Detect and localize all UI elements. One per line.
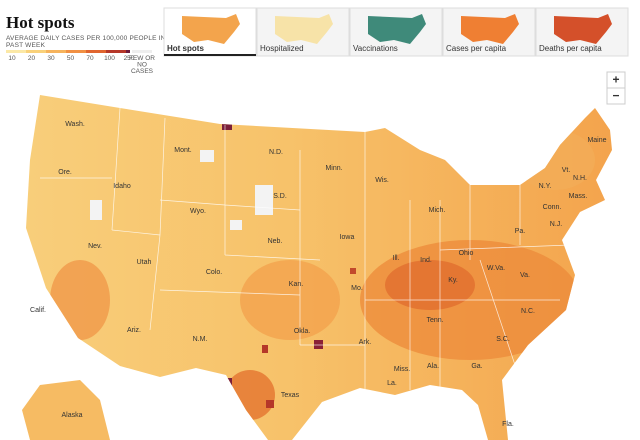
legend-tick: 30 — [47, 55, 55, 62]
tab-thumbnail — [275, 14, 333, 44]
state-label: Wyo. — [190, 208, 206, 215]
state-label: Alaska — [61, 412, 82, 419]
state-label: Fla. — [502, 421, 514, 428]
state-label: Miss. — [394, 366, 410, 373]
state-label: Mo. — [351, 285, 363, 292]
zoom-out[interactable]: − — [612, 89, 619, 103]
legend-none: NO — [137, 62, 147, 69]
state-label: N.H. — [573, 175, 587, 182]
zoom-in[interactable]: + — [612, 73, 619, 87]
tab[interactable] — [256, 7, 350, 57]
state-label: Pa. — [515, 228, 526, 235]
state-label: Ark. — [359, 339, 372, 346]
state-label: Wis. — [375, 177, 389, 184]
subtitle: AVERAGE DAILY CASES PER 100,000 PEOPLE I… — [6, 35, 166, 42]
tab-thumbnail — [368, 14, 426, 44]
state-label: S.D. — [273, 193, 287, 200]
state-label: Mont. — [174, 147, 192, 154]
tab-label[interactable]: Deaths per capita — [539, 44, 602, 53]
tab-label[interactable]: Hot spots — [167, 44, 204, 53]
state-label: Nev. — [88, 243, 102, 250]
state-label: Okla. — [294, 328, 310, 335]
state-label: Ohio — [459, 250, 474, 257]
legend-none: CASES — [131, 68, 154, 75]
state-label: N.M. — [193, 336, 208, 343]
state-label: Conn. — [543, 204, 562, 211]
tab-label[interactable]: Vaccinations — [353, 44, 398, 53]
legend-tick: 100 — [104, 55, 115, 62]
state-label: N.J. — [550, 221, 563, 228]
state-label: N.Y. — [539, 183, 552, 190]
legend-tick: 10 — [8, 55, 16, 62]
legend-tick: 70 — [86, 55, 94, 62]
state-label: Maine — [587, 137, 606, 144]
tab-thumbnail — [182, 14, 240, 44]
state-label: Idaho — [113, 183, 131, 190]
state-label: Calif. — [30, 307, 46, 314]
us-map — [26, 95, 612, 440]
legend-scale — [6, 50, 152, 53]
state-label: Ariz. — [127, 327, 141, 334]
state-label: Vt. — [562, 167, 571, 174]
state-label: Texas — [281, 392, 300, 399]
state-label: Mass. — [569, 193, 588, 200]
state-label: W.Va. — [487, 265, 505, 272]
legend-none: FEW OR — [129, 55, 155, 62]
state-label: Ky. — [448, 277, 458, 284]
legend-tick: 250 — [124, 55, 135, 62]
state-label: Wash. — [65, 121, 85, 128]
subtitle: PAST WEEK — [6, 42, 46, 49]
tab-thumbnail — [461, 14, 519, 44]
state-label: S.C. — [496, 336, 510, 343]
state-label: Ore. — [58, 169, 72, 176]
state-label: Ill. — [393, 255, 400, 262]
state-label: N.D. — [269, 149, 283, 156]
tab-thumbnail — [554, 14, 612, 44]
state-label: Ind. — [420, 257, 432, 264]
state-label: N.C. — [521, 308, 535, 315]
state-label: Va. — [520, 272, 530, 279]
title: Hot spots — [6, 13, 75, 32]
tab-underline — [164, 54, 256, 56]
state-label: Neb. — [268, 238, 283, 245]
alaska — [22, 380, 110, 440]
state-label: Mich. — [429, 207, 446, 214]
tab-label[interactable]: Hospitalized — [260, 44, 304, 53]
state-label: Utah — [137, 259, 152, 266]
state-label: Iowa — [340, 234, 355, 241]
state-label: Tenn. — [426, 317, 443, 324]
state-label: La. — [387, 380, 397, 387]
zoom-controls: + − — [606, 71, 626, 105]
state-label: Ala. — [427, 363, 439, 370]
state-label: Ga. — [471, 363, 482, 370]
legend-tick: 50 — [67, 55, 75, 62]
state-label: Kan. — [289, 281, 303, 288]
state-label: Colo. — [206, 269, 222, 276]
tab-label[interactable]: Cases per capita — [446, 44, 507, 53]
state-label: Minn. — [325, 165, 342, 172]
zoom-out-button[interactable] — [606, 87, 626, 105]
legend-tick: 20 — [28, 55, 36, 62]
